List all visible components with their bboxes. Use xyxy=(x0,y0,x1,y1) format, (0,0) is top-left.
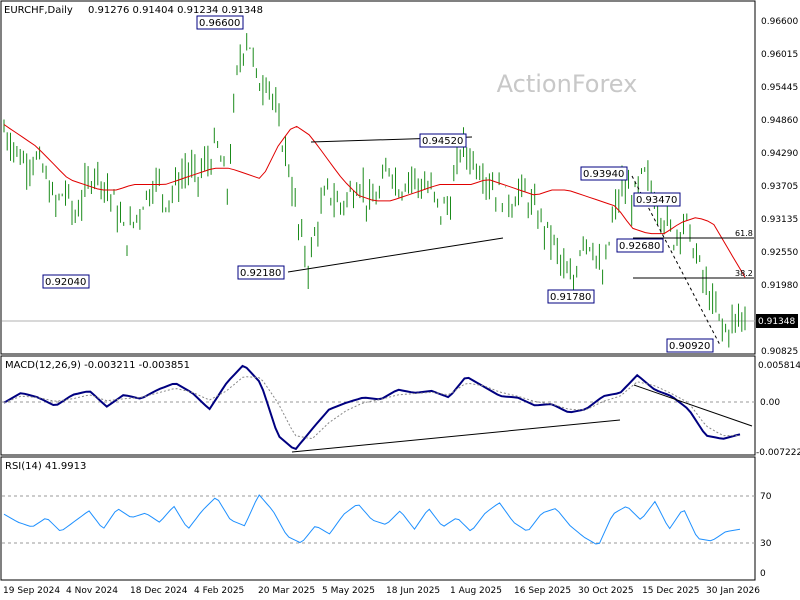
annotation-label: 0.91780 xyxy=(550,292,591,303)
annotation-box xyxy=(419,133,467,148)
x-tick: 16 Sep 2025 xyxy=(514,586,571,596)
x-tick: 15 Dec 2025 xyxy=(642,586,700,596)
annotation-label: 0.96600 xyxy=(199,18,240,29)
rsi-label: RSI(14) 41.9913 xyxy=(5,461,86,472)
annotation-label: 0.93470 xyxy=(636,195,677,206)
macd-trendline xyxy=(291,419,621,453)
annotation-box xyxy=(580,166,628,181)
price-y-axis: 0.96600 0.96015 0.95445 0.94860 0.94290 … xyxy=(761,17,798,357)
macd-panel xyxy=(0,355,756,456)
x-tick: 18 Dec 2024 xyxy=(130,586,188,596)
rsi-tick: 0 xyxy=(760,569,766,579)
x-tick: 19 Sep 2024 xyxy=(3,586,60,596)
price-tick: 0.90825 xyxy=(761,347,798,357)
macd-tick: 0.00 xyxy=(760,398,780,408)
x-tick: 18 Jun 2025 xyxy=(386,586,440,596)
fib-382-label: 38.2 xyxy=(735,269,753,278)
price-tick: 0.93135 xyxy=(761,215,798,225)
annotation-box xyxy=(42,274,90,289)
signal-line xyxy=(3,376,740,440)
macd-trendline-down xyxy=(633,384,753,427)
rsi-panel xyxy=(0,456,756,581)
watermark: ActionForex xyxy=(497,70,638,98)
macd-line xyxy=(3,364,741,451)
price-tick: 0.96015 xyxy=(761,50,798,60)
x-tick: 30 Jan 2026 xyxy=(706,586,760,596)
annotation-label: 0.92680 xyxy=(619,241,660,252)
x-tick: 30 Oct 2025 xyxy=(578,586,634,596)
price-tick: 0.93705 xyxy=(761,182,798,192)
price-tick: 0.95445 xyxy=(761,83,798,93)
price-panel xyxy=(0,0,756,355)
rsi-tick: 30 xyxy=(760,539,772,549)
price-tick: 0.91980 xyxy=(761,281,798,291)
annotation-label: 0.94520 xyxy=(422,136,463,147)
annotation-box xyxy=(666,338,714,353)
price-tick: 0.92550 xyxy=(761,248,798,258)
last-price-label: 0.91348 xyxy=(758,317,795,327)
macd-label: MACD(12,26,9) -0.003211 -0.003851 xyxy=(5,360,190,371)
annotation-label: 0.93940 xyxy=(583,169,624,180)
x-tick: 4 Feb 2025 xyxy=(194,586,244,596)
trendline-support xyxy=(287,237,504,273)
x-axis: 19 Sep 2024 4 Nov 2024 18 Dec 2024 4 Feb… xyxy=(3,586,760,596)
price-tick: 0.94290 xyxy=(761,149,798,159)
price-tick: 0.94860 xyxy=(761,116,798,126)
moving-average-line xyxy=(3,124,746,278)
x-tick: 5 May 2025 xyxy=(322,586,375,596)
annotation-box xyxy=(547,289,595,304)
rsi-tick: 70 xyxy=(760,492,772,502)
x-tick: 20 Mar 2025 xyxy=(258,586,315,596)
annotation-label: 0.92040 xyxy=(45,277,86,288)
annotation-box xyxy=(196,15,244,30)
fib-618-label: 61.8 xyxy=(735,229,753,238)
macd-tick: 0.005814 xyxy=(758,361,800,371)
annotation-box xyxy=(633,192,681,207)
last-price-box xyxy=(756,314,798,328)
annotation-box xyxy=(237,265,285,280)
annotation-label: 0.92180 xyxy=(240,268,281,279)
annotation-label: 0.90920 xyxy=(669,341,710,352)
x-tick: 1 Aug 2025 xyxy=(450,586,502,596)
price-bars xyxy=(3,33,746,348)
macd-tick: -0.007222 xyxy=(756,448,800,458)
ohlc-label: 0.91276 0.91404 0.91234 0.91348 xyxy=(88,5,263,16)
price-tick: 0.96600 xyxy=(761,17,798,27)
annotation-box xyxy=(616,238,664,253)
x-tick: 4 Nov 2024 xyxy=(66,586,118,596)
symbol-label: EURCHF,Daily xyxy=(4,5,73,16)
rsi-line xyxy=(3,494,741,545)
